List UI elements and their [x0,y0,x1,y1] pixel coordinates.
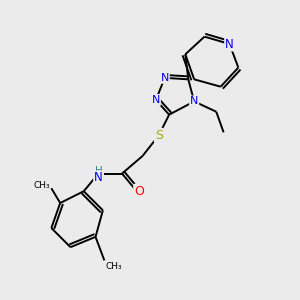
Text: N: N [152,95,160,105]
Text: CH₃: CH₃ [33,181,50,190]
Text: CH₃: CH₃ [106,262,122,271]
Text: N: N [190,96,198,106]
Text: S: S [155,129,163,142]
Text: N: N [94,172,103,184]
Text: O: O [134,185,144,198]
Text: N: N [160,73,169,83]
Text: N: N [225,38,234,50]
Text: H: H [95,166,103,176]
